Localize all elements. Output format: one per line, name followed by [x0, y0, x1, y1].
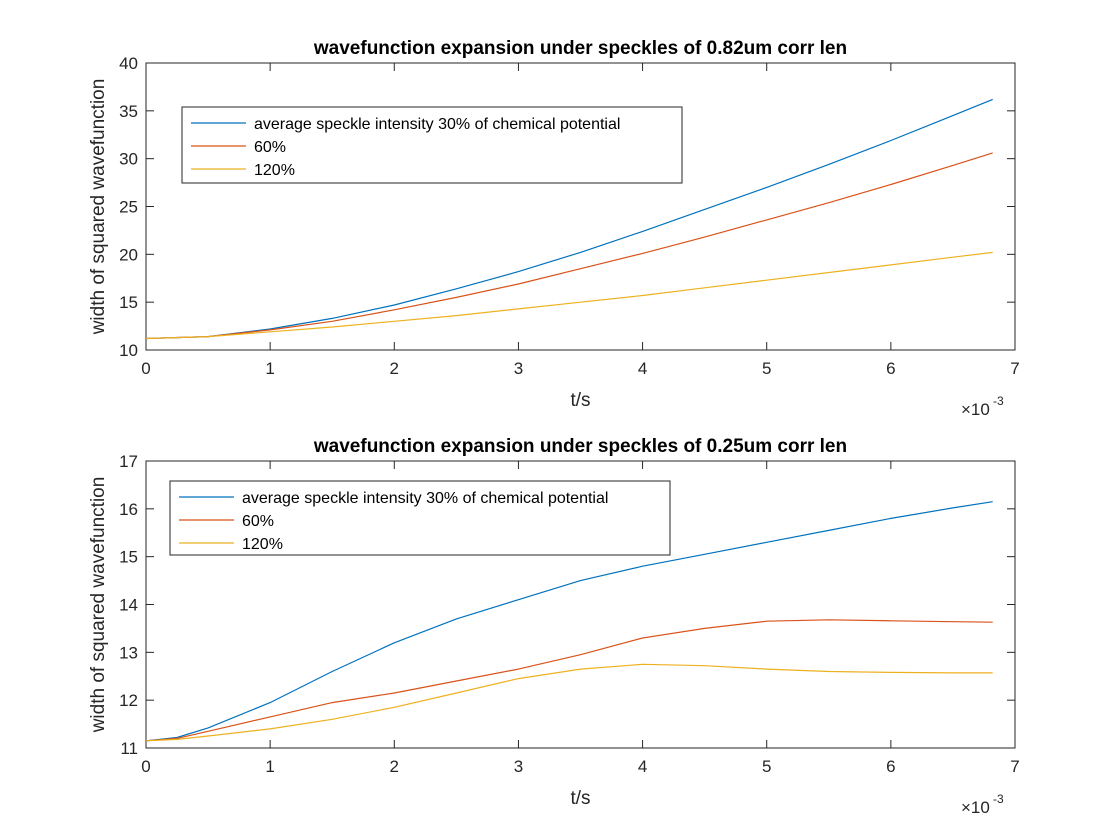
chart-2-series-1-line — [145, 501, 993, 742]
chart-1-ytick-label: 15 — [119, 293, 138, 312]
chart-1-series-2-line — [145, 152, 993, 340]
chart-1-xtick-label: 1 — [265, 359, 274, 378]
chart-1-ytick-label: 25 — [119, 198, 138, 217]
chart-1-xtick-label: 3 — [514, 359, 523, 378]
chart-2-ytick-label: 13 — [119, 643, 138, 662]
chart-1-ytick-label: 35 — [119, 102, 138, 121]
chart-1-ytick-label: 30 — [119, 150, 138, 169]
chart-1-ytick-label: 10 — [119, 341, 138, 360]
chart-1-ytick-label: 20 — [119, 245, 138, 264]
chart-2-series-3-line — [145, 663, 993, 742]
chart-1-series-1-line — [145, 98, 993, 340]
chart-1-xtick-label: 5 — [762, 359, 771, 378]
chart-2-ytick-label: 15 — [119, 548, 138, 567]
chart-2-ytick-label: 11 — [120, 739, 138, 758]
chart-2-xtick-label: 7 — [1010, 757, 1019, 776]
chart-1-xlabel: t/s — [570, 390, 590, 411]
chart-2-xtick-label: 4 — [638, 757, 647, 776]
chart-1-xtick-label: 2 — [390, 359, 399, 378]
chart-2-ylabel: width of squared wavefunction — [88, 477, 109, 734]
chart-2-xtick-label: 5 — [762, 757, 771, 776]
chart-2-xtick-label: 0 — [141, 757, 150, 776]
chart-1-plot-area — [145, 62, 1016, 351]
chart-1-legend-label-3: 120% — [254, 162, 295, 179]
chart-2-xtick-label: 1 — [265, 757, 274, 776]
chart-1-legend-label-1: average speckle intensity 30% of chemica… — [254, 116, 620, 133]
chart-2-x-multiplier-exp: -3 — [993, 792, 1004, 806]
chart-1-xtick-label: 0 — [141, 359, 150, 378]
chart-2-xtick-label: 3 — [514, 757, 523, 776]
chart-2-ytick-label: 16 — [119, 500, 138, 519]
chart-1-title: wavefunction expansion under speckles of… — [313, 38, 847, 59]
chart-2-legend-label-2: 60% — [242, 513, 274, 530]
chart-1-legend-box — [181, 106, 683, 184]
chart-2-series-2-line — [145, 619, 993, 742]
chart-2-xtick-label: 6 — [886, 757, 895, 776]
chart-2-ytick-label: 17 — [119, 452, 138, 471]
chart-2-xlabel: t/s — [570, 788, 590, 809]
chart-2-legend-box — [169, 480, 671, 556]
chart-2-ytick-label: 14 — [119, 596, 138, 615]
chart-1-x-multiplier-exp: -3 — [993, 394, 1004, 408]
chart-2-title: wavefunction expansion under speckles of… — [313, 436, 847, 457]
chart-1-xtick-label: 6 — [886, 359, 895, 378]
chart-1-ytick-label: 40 — [119, 54, 138, 73]
chart-1-series-3-line — [145, 251, 993, 340]
chart-2-ytick-label: 12 — [119, 691, 138, 710]
chart-2-xtick-label: 2 — [390, 757, 399, 776]
chart-2-legend-label-3: 120% — [242, 536, 283, 553]
chart-2-legend-label-1: average speckle intensity 30% of chemica… — [242, 490, 608, 507]
chart-2-x-multiplier: ×10 — [961, 798, 990, 817]
chart-1-xtick-label: 4 — [638, 359, 647, 378]
chart-1-xtick-label: 7 — [1010, 359, 1019, 378]
chart-1-x-multiplier: ×10 — [961, 400, 990, 419]
chart-1-legend-label-2: 60% — [254, 139, 286, 156]
chart-1-ylabel: width of squared wavefunction — [88, 79, 109, 336]
